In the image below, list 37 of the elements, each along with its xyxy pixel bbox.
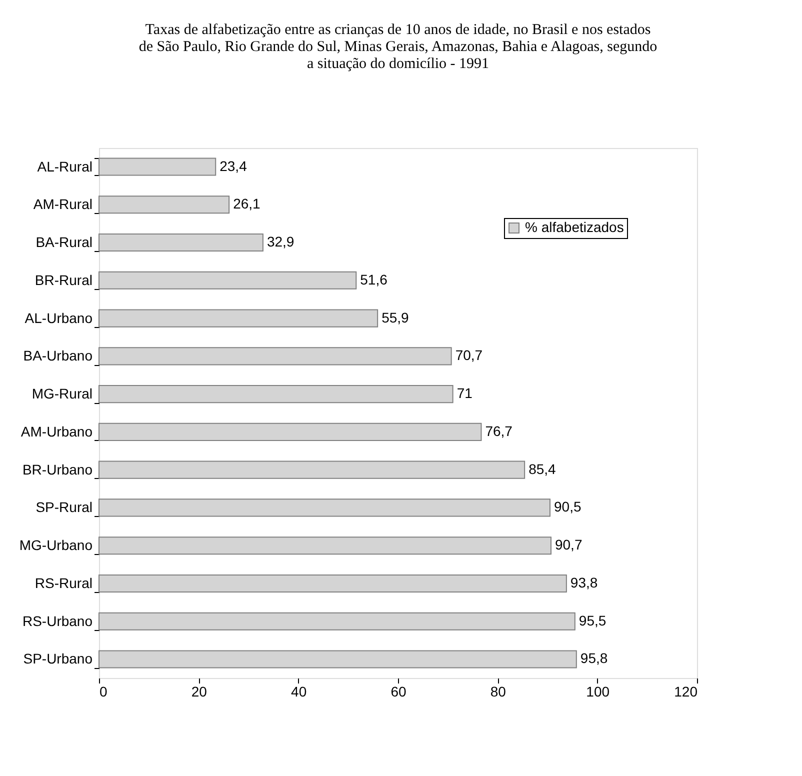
y-tick-label: SP-Rural — [36, 499, 92, 516]
y-tick-label: AM-Urbano — [20, 423, 93, 440]
data-label: 76,7 — [485, 422, 513, 439]
y-tick-label: BA-Rural — [36, 234, 92, 250]
x-tick-label: 40 — [291, 684, 307, 700]
data-label: 85,4 — [528, 460, 556, 477]
y-tick-label: RS-Urbano — [22, 612, 93, 629]
data-label: 90,5 — [554, 498, 582, 515]
data-label: 51,6 — [360, 271, 388, 288]
y-tick-label: MG-Rural — [32, 386, 92, 402]
y-tick-label: SP-Urbano — [23, 650, 93, 667]
y-tick-label: AL-Urbano — [24, 310, 93, 326]
x-tick-label: 20 — [191, 684, 208, 700]
data-label: 23,4 — [220, 158, 248, 174]
x-tick-label: 80 — [490, 684, 506, 700]
y-tick-label: BA-Urbano — [23, 348, 93, 364]
data-label: 26,1 — [233, 196, 261, 212]
y-tick-label: BR-Rural — [34, 272, 92, 288]
x-tick-label: 60 — [390, 684, 406, 700]
y-tick-label: AM-Rural — [33, 196, 92, 212]
data-label: 70,7 — [455, 347, 483, 364]
y-tick-label: MG-Urbano — [19, 537, 93, 554]
data-label: 95,5 — [578, 612, 606, 628]
data-label: 95,8 — [580, 650, 608, 666]
y-tick-label: AL-Rural — [37, 158, 92, 174]
chart-title: Taxas de alfabetização entre as crianças de 10 anos de idade, no Brasil e nos estados de São Paulo, Rio Grande do Sul, Minas Gerais, Amazonas, Bahia e Alagoas, segundo a situação do domicílio - 1991 — [138, 22, 658, 72]
data-label: 71 — [456, 385, 473, 402]
y-tick-label: BR-Urbano — [22, 461, 93, 478]
data-label: 55,9 — [382, 309, 410, 326]
data-label: 32,9 — [266, 234, 294, 250]
x-tick-label: 100 — [586, 684, 610, 700]
data-label: 90,7 — [554, 536, 582, 553]
x-tick-label: 0 — [100, 684, 108, 700]
x-tick-label: 120 — [674, 684, 698, 700]
legend-label: % alfabetizados — [525, 219, 624, 235]
y-tick-label: RS-Rural — [34, 574, 92, 591]
data-label: 93,8 — [570, 574, 598, 590]
